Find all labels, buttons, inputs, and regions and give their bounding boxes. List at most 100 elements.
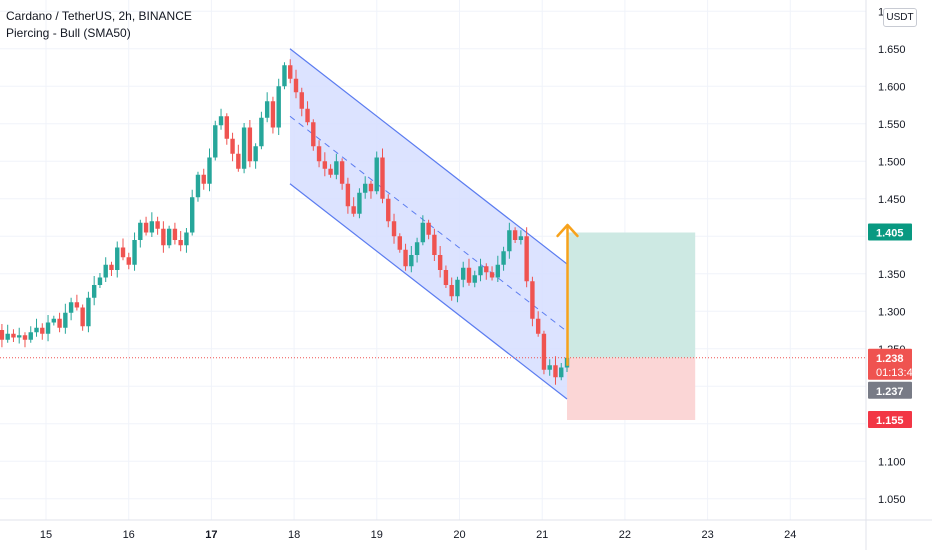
candle-body [391, 221, 397, 237]
candle [161, 221, 166, 253]
candle [512, 227, 518, 243]
candle [126, 252, 131, 270]
candle-body [507, 230, 512, 252]
candle [541, 330, 547, 375]
candle-body [195, 174, 201, 198]
candle [195, 171, 201, 202]
candle-body [230, 138, 235, 154]
candle [207, 148, 212, 192]
candle-body [472, 275, 477, 283]
candle-body [512, 230, 518, 240]
candle [247, 120, 253, 168]
last-price-label: 1.238 [876, 353, 904, 365]
candle [213, 120, 218, 161]
candle-body [138, 222, 143, 240]
candle [484, 263, 489, 280]
channel-lower-line [289, 183, 568, 400]
candle-body [305, 108, 310, 123]
indicator-title[interactable]: Piercing - Bull (SMA50) [6, 26, 131, 40]
candle-body [0, 330, 5, 340]
candle-body [155, 221, 160, 229]
candle-body [57, 318, 62, 328]
candle-body [311, 122, 316, 147]
candle-body [115, 247, 120, 270]
candle [374, 151, 379, 195]
candle-body [74, 302, 80, 308]
candle [40, 323, 45, 340]
candle [74, 294, 80, 311]
candle-body [288, 65, 293, 79]
candle [282, 62, 287, 90]
target-price-label: 1.405 [876, 228, 904, 240]
candle [178, 231, 183, 252]
candle-body [28, 332, 33, 340]
candle [357, 188, 362, 219]
candle-body [276, 86, 281, 128]
candle-body [80, 307, 85, 327]
grid [0, 0, 866, 520]
prev-close-label: 1.237 [876, 386, 904, 398]
candle [201, 168, 206, 190]
candle-body [397, 236, 402, 250]
long-position-tool[interactable] [567, 232, 696, 421]
candle-body [11, 333, 16, 338]
candle [443, 265, 449, 288]
candle-body [213, 125, 218, 158]
candle [166, 225, 172, 249]
y-tick-label: 1.500 [878, 156, 906, 168]
candle-body [109, 264, 114, 270]
x-tick-label: 15 [40, 529, 52, 541]
candle [316, 140, 322, 168]
candle-body [34, 327, 39, 333]
candle [426, 219, 431, 240]
candle-body [530, 281, 535, 319]
candle [63, 303, 68, 334]
candle-body [264, 101, 270, 118]
x-tick-label: 16 [123, 529, 135, 541]
candle [103, 257, 108, 282]
candle-body [559, 367, 564, 378]
candle-body [40, 327, 45, 334]
candle [530, 276, 535, 327]
x-tick-label: 23 [701, 529, 713, 541]
candle-body [414, 242, 420, 255]
x-tick-label: 24 [784, 529, 796, 541]
x-tick-label: 17 [205, 529, 217, 541]
candle [109, 261, 114, 276]
currency-badge[interactable]: USDT [883, 8, 917, 27]
candle-body [161, 228, 166, 246]
candle-body [236, 153, 241, 169]
candle [218, 108, 224, 130]
overlays [0, 223, 866, 366]
candle-body [322, 161, 328, 169]
candle [236, 144, 241, 172]
x-tick-label: 20 [453, 529, 465, 541]
candle-body [403, 249, 408, 267]
channel-mid-line [289, 115, 568, 332]
candle-body [45, 322, 51, 334]
candle [86, 291, 91, 333]
candle-body [293, 78, 299, 93]
candle [553, 356, 558, 385]
candle-body [149, 221, 155, 233]
candle [322, 152, 328, 177]
candle [507, 222, 512, 259]
y-tick-label: 1.550 [878, 119, 906, 131]
candle [437, 246, 443, 278]
stop-price-label-bg [868, 411, 912, 428]
candle [362, 176, 368, 199]
candle-body [426, 222, 431, 235]
candle [184, 228, 189, 253]
candle-body [224, 116, 230, 139]
candle-body [437, 255, 443, 270]
candle-body [51, 318, 57, 323]
candle [132, 232, 137, 271]
candle [34, 318, 39, 337]
candle-body [218, 116, 224, 126]
candle-body [362, 183, 368, 193]
candle [472, 270, 477, 288]
symbol-title[interactable]: Cardano / TetherUS, 2h, BINANCE [6, 9, 192, 23]
y-tick-label: 1.350 [878, 269, 906, 281]
